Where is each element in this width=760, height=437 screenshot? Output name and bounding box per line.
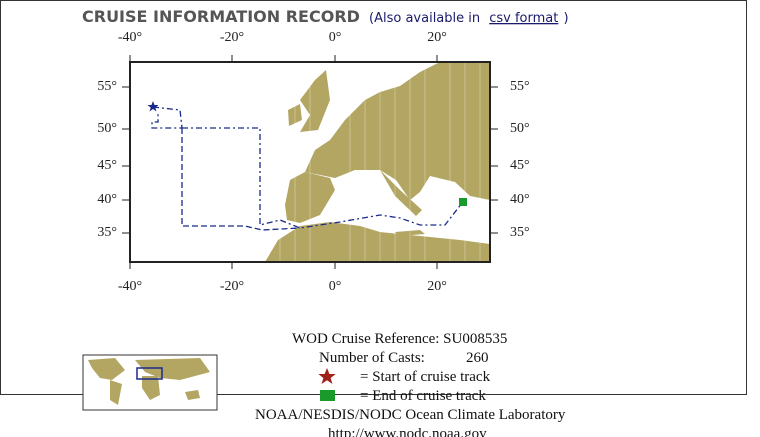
lon-label: -40°: [118, 30, 142, 45]
lon-label: 0°: [329, 279, 342, 294]
end-icon: [320, 390, 335, 401]
start-marker: [147, 101, 159, 112]
lon-label: 20°: [427, 30, 447, 45]
lab: NOAA/NESDIS/NODC Ocean Climate Laborator…: [255, 407, 566, 423]
lon-label: 0°: [329, 30, 342, 45]
track: [182, 127, 463, 229]
map-frame: [129, 61, 491, 263]
lat-label: 50°: [510, 121, 530, 136]
lat-label: 45°: [510, 158, 530, 173]
track: [181, 128, 301, 231]
note-end: ): [563, 11, 568, 26]
end-legend: = End of cruise track: [360, 388, 486, 404]
cruise-reference: WOD Cruise Reference: SU008535: [292, 331, 507, 347]
lat-label: 55°: [510, 79, 530, 94]
title: CRUISE INFORMATION RECORD: [82, 7, 360, 26]
url: http://www.nodc.noaa.gov: [328, 426, 487, 437]
lon-label: -20°: [220, 30, 244, 45]
note: (Also available in: [369, 11, 480, 26]
lon-label: -40°: [118, 279, 142, 294]
inset-map: [82, 354, 218, 411]
lat-label: 45°: [97, 158, 117, 173]
csv-link[interactable]: csv format: [489, 11, 558, 26]
lon-label: -20°: [220, 279, 244, 294]
lat-label: 35°: [97, 225, 117, 240]
lat-label: 40°: [97, 192, 117, 207]
lat-label: 50°: [97, 121, 117, 136]
start-icon: [318, 368, 336, 384]
lat-label: 55°: [97, 79, 117, 94]
header: CRUISE INFORMATION RECORD (Also availabl…: [82, 7, 569, 26]
page-frame: [0, 0, 747, 395]
end-marker: [459, 198, 467, 206]
start-legend: = Start of cruise track: [360, 369, 491, 385]
casts: 260: [466, 350, 489, 366]
casts-label: Number of Casts:: [319, 350, 425, 366]
map: -40° -40° -20° -20° 0° 0° 20° 20° 55° 55° 50° 50° 45…: [97, 30, 529, 294]
lon-label: 20°: [427, 279, 447, 294]
track: [151, 106, 183, 129]
lat-label: 35°: [510, 225, 530, 240]
lat-label: 40°: [510, 192, 530, 207]
